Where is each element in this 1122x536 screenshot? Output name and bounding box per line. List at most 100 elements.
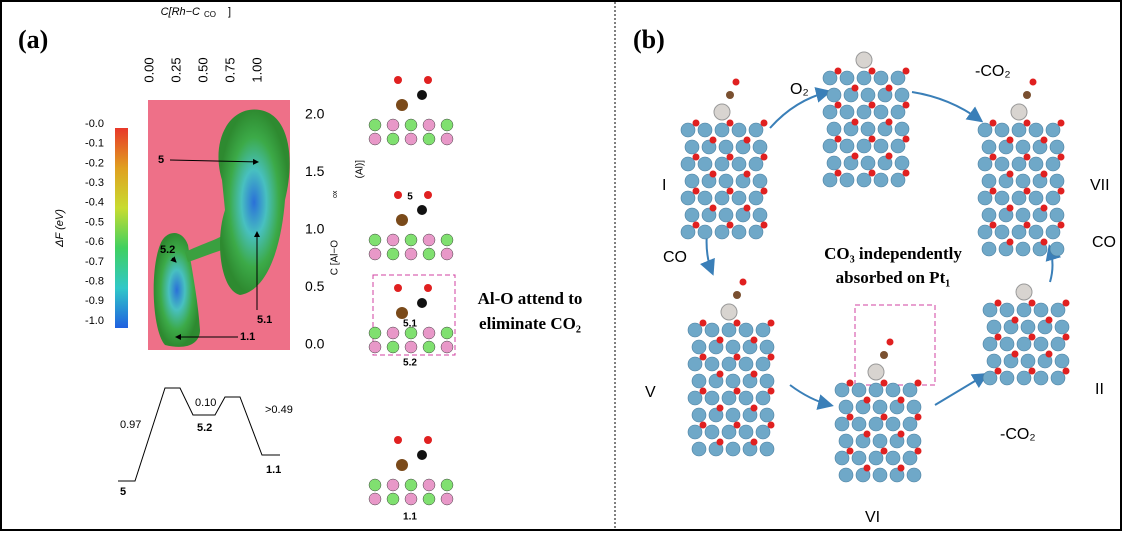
atom	[441, 327, 453, 339]
annotation: CO₃ independently	[824, 244, 962, 263]
atom	[835, 68, 842, 75]
atom	[983, 371, 997, 385]
colorbar-tick-label: -0.5	[85, 216, 104, 228]
atom	[1046, 157, 1060, 171]
atom	[869, 417, 883, 431]
atom	[424, 76, 432, 84]
y-tick-label: 1.5	[305, 163, 325, 179]
state-label: II	[1095, 381, 1104, 398]
atom	[423, 493, 435, 505]
atom	[886, 383, 900, 397]
colorbar-tick-label: -0.4	[85, 197, 104, 209]
atom	[394, 76, 402, 84]
atom	[369, 248, 381, 260]
atom	[387, 133, 399, 145]
step-label: -CO₂	[1000, 426, 1036, 443]
atom	[734, 422, 741, 429]
atom	[840, 173, 854, 187]
atom	[441, 133, 453, 145]
atom	[1017, 303, 1031, 317]
atom	[756, 425, 770, 439]
atom	[1011, 104, 1027, 120]
arrow	[935, 375, 985, 405]
atom	[1016, 284, 1032, 300]
x-tick-label: 1.00	[249, 57, 264, 82]
atom	[1007, 205, 1014, 212]
atom	[734, 320, 741, 327]
atom	[441, 248, 453, 260]
atom	[749, 123, 763, 137]
atom	[1050, 140, 1064, 154]
atom	[907, 434, 921, 448]
annotation: eliminate CO₂	[479, 314, 581, 333]
atom	[827, 88, 841, 102]
atom	[717, 405, 724, 412]
atom	[441, 234, 453, 246]
atom	[756, 323, 770, 337]
atom	[405, 479, 417, 491]
atom	[692, 408, 706, 422]
atom	[1024, 154, 1031, 161]
atom	[705, 425, 719, 439]
atom	[847, 380, 854, 387]
atom	[852, 119, 859, 126]
atom	[987, 354, 1001, 368]
colorbar-tick-label: -0.8	[85, 276, 104, 288]
atom	[726, 374, 740, 388]
atom	[733, 79, 740, 86]
colorbar-tick-label: -0.0	[85, 118, 104, 130]
atom	[880, 351, 888, 359]
state-label: VII	[1090, 177, 1110, 194]
atom	[840, 105, 854, 119]
axis-title: C [Al−O	[330, 240, 341, 276]
atom	[441, 341, 453, 353]
atom	[861, 88, 875, 102]
atom	[441, 119, 453, 131]
atom	[840, 139, 854, 153]
atom	[717, 439, 724, 446]
annotation: absorbed on Pt₁	[836, 268, 951, 287]
atom	[1023, 91, 1031, 99]
atom	[405, 493, 417, 505]
colorbar-tick-label: -1.0	[85, 315, 104, 327]
atom	[852, 85, 859, 92]
atom	[982, 208, 996, 222]
barrier-label: 0.97	[120, 419, 141, 431]
atom	[710, 205, 717, 212]
atom	[744, 205, 751, 212]
atom	[681, 157, 695, 171]
point-label: 5	[158, 154, 164, 166]
atom	[978, 157, 992, 171]
atom	[726, 442, 740, 456]
atom	[717, 371, 724, 378]
atom	[995, 368, 1002, 375]
panel-label: (b)	[633, 25, 665, 54]
atom	[396, 307, 408, 319]
axis-title: ]	[228, 6, 231, 18]
atom	[987, 320, 1001, 334]
atom	[685, 208, 699, 222]
atom	[886, 451, 900, 465]
atom	[1046, 191, 1060, 205]
atom	[1024, 120, 1031, 127]
atom	[835, 170, 842, 177]
atom	[1051, 371, 1065, 385]
atom	[1012, 351, 1019, 358]
atom	[982, 174, 996, 188]
atom	[886, 119, 893, 126]
atom	[405, 119, 417, 131]
atom	[417, 298, 427, 308]
atom	[722, 357, 736, 371]
atom	[1029, 225, 1043, 239]
atom	[869, 68, 876, 75]
atom	[732, 157, 746, 171]
atom	[744, 137, 751, 144]
atom	[1007, 239, 1014, 246]
state-label: V	[645, 384, 656, 401]
atom	[726, 91, 734, 99]
atom	[915, 414, 922, 421]
atom	[394, 191, 402, 199]
atom	[982, 242, 996, 256]
atom	[739, 323, 753, 337]
atom	[756, 357, 770, 371]
